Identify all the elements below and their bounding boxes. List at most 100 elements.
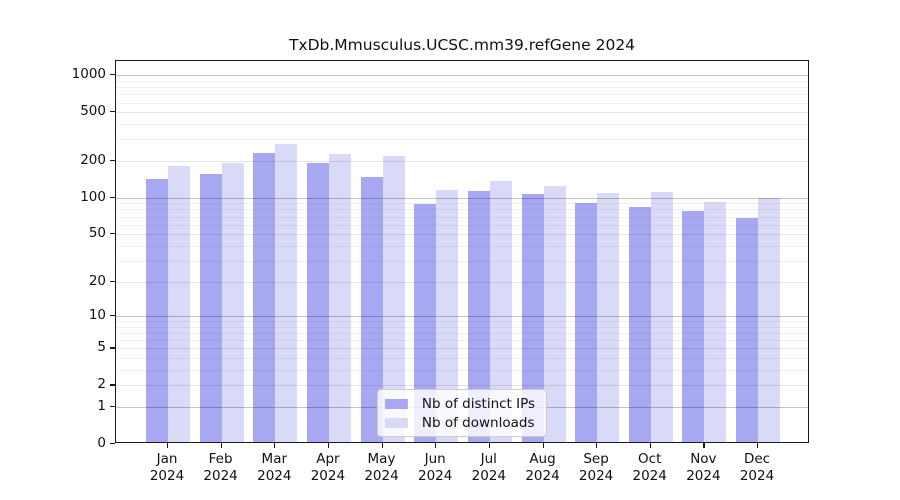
bar-downloads <box>489 181 512 442</box>
x-tick-label: Jul 2024 <box>471 451 506 484</box>
gridline-minor <box>116 224 808 226</box>
bar-downloads <box>328 154 351 442</box>
x-tick-mark <box>167 443 169 448</box>
bar-downloads <box>597 192 620 442</box>
y-tick-label: 0 <box>97 435 106 451</box>
gridline-minor <box>116 326 808 328</box>
gridline <box>116 281 808 283</box>
x-tick-mark <box>649 443 651 448</box>
bar-downloads <box>275 144 298 442</box>
bar-downloads <box>221 163 244 442</box>
gridline-minor <box>116 358 808 360</box>
x-tick-label: May 2024 <box>364 451 399 484</box>
gridline-minor <box>116 260 808 262</box>
x-tick-mark <box>703 443 705 448</box>
y-tick-mark <box>110 406 115 408</box>
gridline-minor <box>116 245 808 247</box>
bar-distinct-ips <box>253 153 276 442</box>
gridline-minor <box>116 216 808 218</box>
bar-distinct-ips <box>521 194 544 442</box>
bar-distinct-ips <box>736 217 758 442</box>
x-tick-label: Aug 2024 <box>525 451 560 484</box>
legend-label-downloads: Nb of downloads <box>421 414 535 431</box>
gridline <box>116 197 808 199</box>
y-tick-mark <box>110 315 115 317</box>
bar-distinct-ips <box>628 206 651 442</box>
bar-distinct-ips <box>575 203 598 442</box>
x-tick-label: Apr 2024 <box>310 451 346 484</box>
bar-downloads <box>650 192 673 442</box>
gridline-minor <box>116 209 808 211</box>
y-tick-label: 50 <box>88 225 106 242</box>
y-tick-label: 1000 <box>71 66 106 83</box>
bar-distinct-ips <box>414 204 437 442</box>
plot-area: Nb of distinct IPs Nb of downloads <box>115 60 809 443</box>
x-tick-label: Sep 2024 <box>578 451 614 484</box>
bar-downloads <box>168 166 190 442</box>
gridline <box>116 112 808 114</box>
bar-distinct-ips <box>199 173 222 442</box>
legend: Nb of distinct IPs Nb of downloads <box>376 389 548 437</box>
y-tick-mark <box>110 74 115 76</box>
x-tick-mark <box>757 443 759 448</box>
y-tick-label: 5 <box>97 339 106 356</box>
x-tick-label: Nov 2024 <box>686 451 721 484</box>
gridline-minor <box>116 124 808 126</box>
bar-distinct-ips <box>682 210 705 442</box>
bar-downloads <box>704 202 727 442</box>
x-tick-mark <box>596 443 598 448</box>
x-tick-mark <box>220 443 222 448</box>
y-tick-mark <box>110 196 115 198</box>
gridline-minor <box>116 87 808 89</box>
gridline-minor <box>116 370 808 371</box>
y-tick-label: 2 <box>97 376 106 393</box>
legend-label-distinct-ips: Nb of distinct IPs <box>421 395 536 412</box>
legend-swatch-downloads <box>384 417 408 428</box>
bar-downloads <box>382 156 405 442</box>
gridline-minor <box>116 139 808 141</box>
gridline-minor <box>116 203 808 205</box>
gridline-minor <box>116 333 808 334</box>
gridline <box>116 348 808 350</box>
gridline-minor <box>116 321 808 323</box>
gridline <box>116 385 808 387</box>
bar-downloads <box>758 197 780 442</box>
gridline-minor <box>116 102 808 104</box>
gridline <box>116 234 808 236</box>
y-tick-mark <box>110 443 115 445</box>
bar-distinct-ips <box>306 162 329 442</box>
y-tick-mark <box>110 233 115 235</box>
bar-distinct-ips <box>146 178 168 442</box>
y-tick-label: 1 <box>97 398 106 414</box>
bar-downloads <box>543 186 566 442</box>
y-tick-mark <box>110 159 115 162</box>
gridline-minor <box>116 340 808 342</box>
x-tick-label: Mar 2024 <box>257 451 292 484</box>
gridline-minor <box>116 94 808 96</box>
x-tick-mark <box>274 443 276 448</box>
x-tick-mark <box>542 443 544 448</box>
y-tick-label: 10 <box>88 307 106 323</box>
x-tick-mark <box>435 443 437 448</box>
x-tick-label: Jun 2024 <box>418 451 453 484</box>
y-tick-label: 500 <box>80 103 106 120</box>
x-tick-label: Feb 2024 <box>203 451 238 484</box>
y-tick-mark <box>110 111 115 113</box>
bar-downloads <box>436 189 459 442</box>
gridline <box>116 75 808 77</box>
chart-title: TxDb.Mmusculus.UCSC.mm39.refGene 2024 <box>288 36 636 54</box>
gridline <box>116 316 808 317</box>
x-tick-mark <box>327 443 330 448</box>
bar-distinct-ips <box>360 177 383 442</box>
x-tick-label: Oct 2024 <box>632 451 667 484</box>
y-tick-label: 100 <box>80 188 106 205</box>
y-tick-label: 20 <box>88 272 106 289</box>
x-tick-mark <box>381 443 383 448</box>
x-tick-mark <box>488 443 490 448</box>
x-tick-label: Dec 2024 <box>739 451 775 484</box>
y-tick-mark <box>110 347 115 349</box>
y-tick-mark <box>110 280 115 282</box>
bar-distinct-ips <box>467 191 490 442</box>
gridline <box>116 160 808 162</box>
